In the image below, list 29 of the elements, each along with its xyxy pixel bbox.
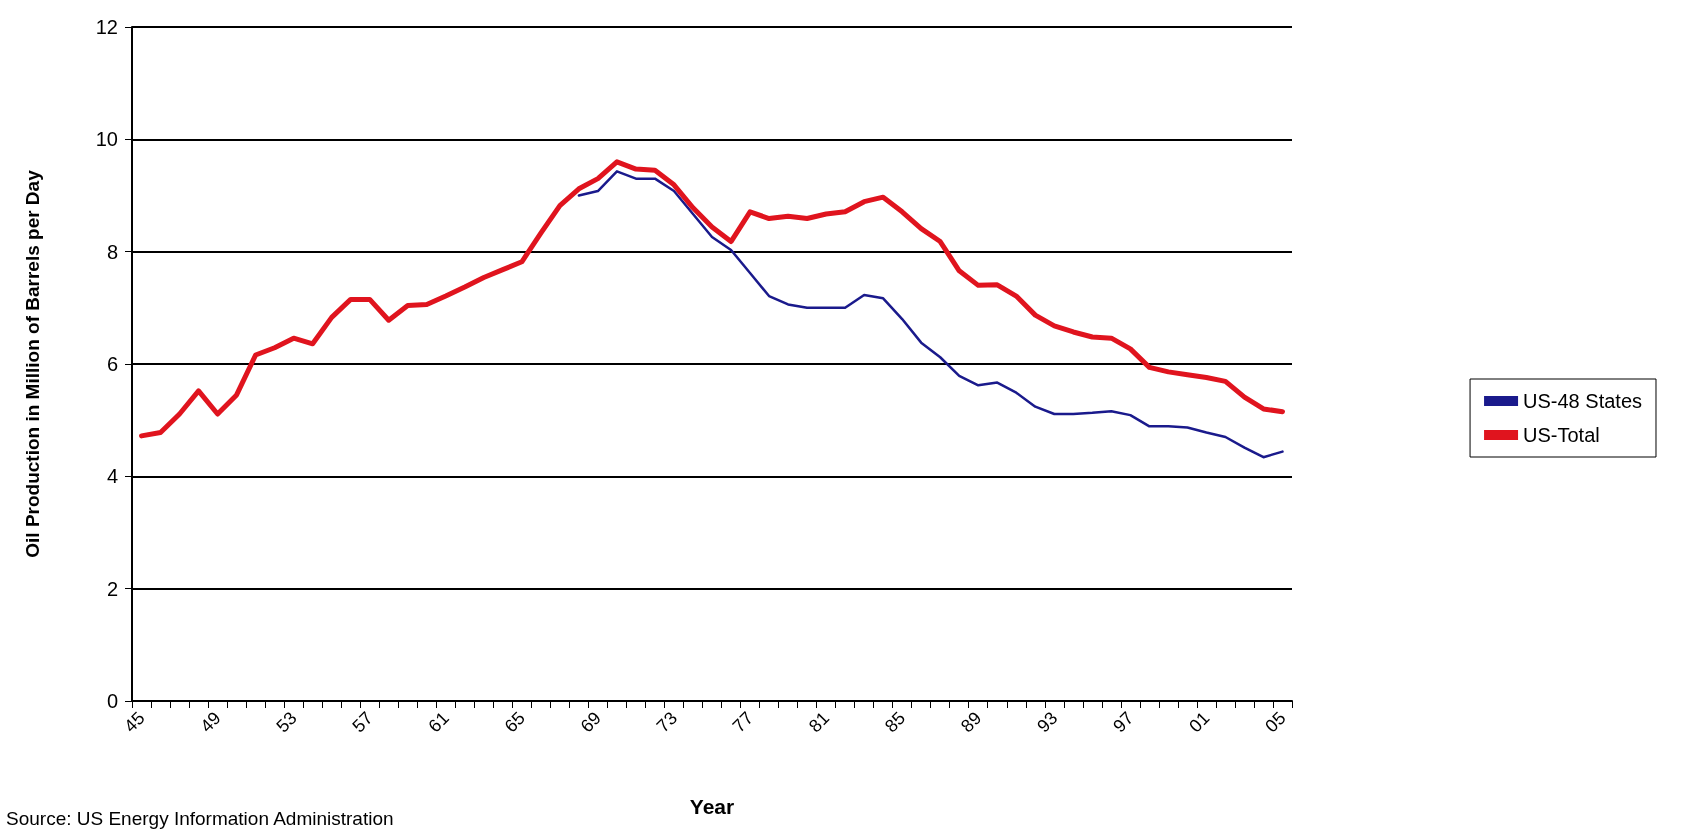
x-tick-label: 01 (1185, 707, 1214, 737)
x-tick-label: 05 (1261, 707, 1290, 737)
y-tick-label: 6 (106, 353, 118, 375)
x-tick-label: 89 (957, 707, 986, 737)
legend-label: US-Total (1523, 424, 1600, 446)
x-tick-label: 61 (424, 707, 453, 737)
x-tick-label: 97 (1109, 707, 1138, 737)
y-axis-title: Oil Production in Million of Barrels per Day (22, 169, 43, 558)
y-tick-label: 4 (106, 465, 118, 488)
y-tick-label: 12 (95, 16, 118, 38)
y-tick-label: 10 (95, 128, 118, 151)
x-tick-label: 73 (652, 707, 682, 737)
y-tick-label: 8 (106, 240, 118, 263)
x-tick-label: 93 (1033, 707, 1062, 737)
x-tick-label: 45 (120, 707, 149, 737)
x-tick-label: 77 (728, 707, 758, 737)
x-tick-label: 81 (804, 707, 834, 737)
x-tick-label: 49 (196, 707, 225, 737)
legend-label: US-48 States (1523, 390, 1643, 412)
x-tick-label: 85 (880, 707, 910, 737)
x-tick-label: 65 (500, 707, 529, 737)
y-tick-label: 0 (106, 690, 118, 712)
y-tick-label: 2 (106, 577, 118, 600)
x-tick-label: 57 (348, 707, 377, 737)
x-tick-label: 69 (576, 707, 605, 737)
source-note: Source: US Energy Information Administration (6, 808, 394, 829)
x-axis-title: Year (689, 795, 735, 818)
line-series (577, 170, 1284, 459)
x-tick-label: 53 (272, 707, 301, 737)
